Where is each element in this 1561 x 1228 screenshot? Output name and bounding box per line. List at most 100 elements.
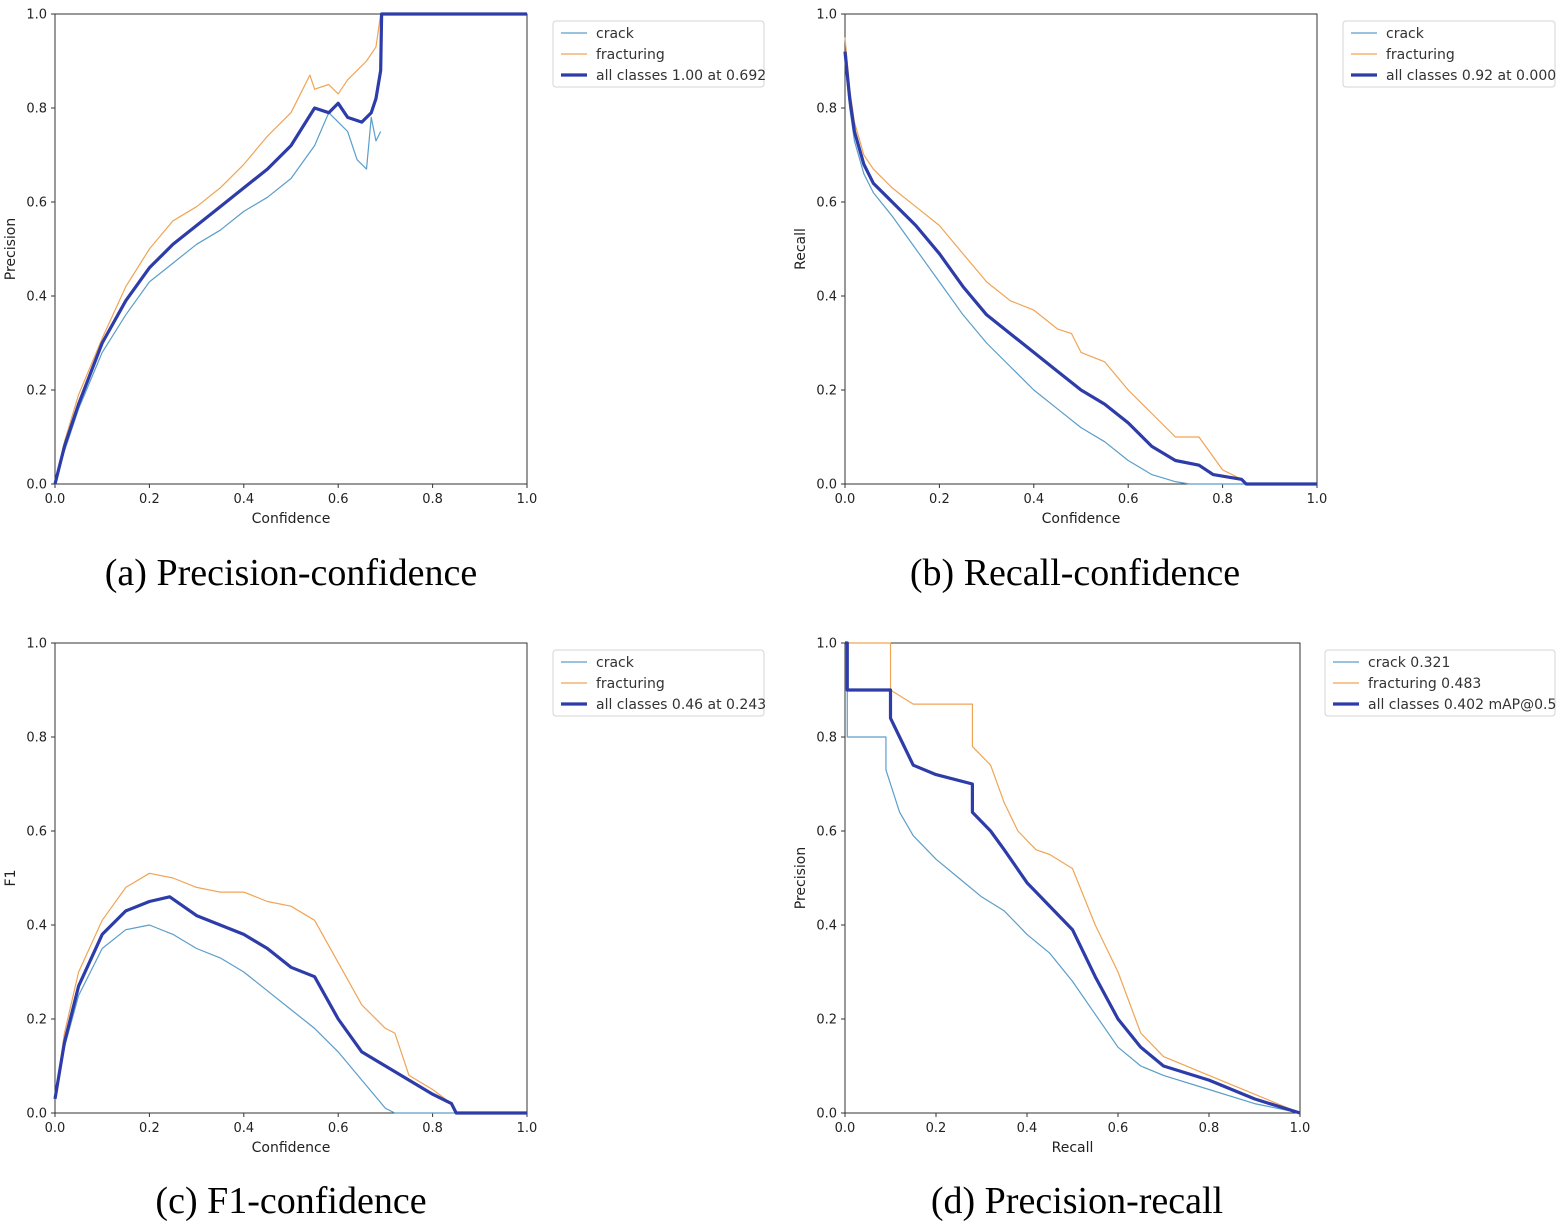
x-tick-label: 1.0 bbox=[1307, 492, 1328, 507]
panel-d-plot-frame bbox=[844, 642, 1301, 1114]
x-tick-label: 1.0 bbox=[517, 492, 538, 507]
y-tick-label: 0.4 bbox=[26, 919, 47, 934]
panel-c-legend-label-crack: crack bbox=[596, 655, 635, 671]
x-tick-label: 0.0 bbox=[45, 492, 66, 507]
x-tick-label: 0.8 bbox=[422, 492, 443, 507]
panel-b-series-crack-line bbox=[844, 60, 1317, 485]
x-tick-label: 0.6 bbox=[328, 492, 349, 507]
panel-a-series-fracturing-line bbox=[54, 13, 527, 485]
y-tick-label: 0.4 bbox=[816, 919, 837, 934]
panel-b-series-fracturing-line bbox=[844, 37, 1317, 485]
panel-d-legend: crack 0.321 fracturing 0.483 all classes 0… bbox=[1324, 649, 1556, 717]
x-tick-label: 0.0 bbox=[835, 1121, 856, 1136]
y-tick-label: 0.4 bbox=[26, 290, 47, 305]
x-tick-label: 0.8 bbox=[1199, 1121, 1220, 1136]
panel-a-series-all-classes-line bbox=[53, 12, 527, 485]
panel-c-series-crack-line bbox=[54, 924, 527, 1114]
panel-a-legend-box bbox=[552, 20, 765, 88]
y-tick-label: 0.0 bbox=[26, 1107, 47, 1122]
y-tick-label: 1.0 bbox=[26, 8, 47, 23]
x-tick-label: 0.2 bbox=[139, 492, 160, 507]
panel-c-y-axis-label: F1 bbox=[3, 870, 19, 887]
y-tick-label: 0.2 bbox=[26, 384, 47, 399]
panel-d-legend-label-all-classes: all classes 0.402 mAP@0.5 bbox=[1368, 697, 1556, 713]
panel-d-legend-label-fracturing: fracturing 0.483 bbox=[1368, 676, 1481, 692]
panel-c-y-ticks: 0.0 0.2 0.4 0.6 0.8 1.0 bbox=[26, 637, 55, 1122]
panel-b-x-axis-label: Confidence bbox=[1042, 511, 1121, 527]
panel-b-legend-label-fracturing: fracturing bbox=[1386, 47, 1455, 63]
panel-b-series-all-classes-line bbox=[843, 51, 1317, 486]
panel-c-x-axis-label: Confidence bbox=[252, 1140, 331, 1156]
panel-c-series-fracturing-line bbox=[54, 872, 527, 1114]
y-tick-label: 0.4 bbox=[816, 290, 837, 305]
panel-a-legend-label-all-classes: all classes 1.00 at 0.692 bbox=[596, 68, 766, 84]
panel-a-chart: 0.0 0.2 0.4 0.6 0.8 1.0 0.0 0.2 0.4 0.6 0.8 1.0 Conf… bbox=[3, 8, 766, 595]
panel-b-x-ticks: 0.0 0.2 0.4 0.6 0.8 1.0 bbox=[835, 484, 1328, 507]
y-tick-label: 0.6 bbox=[816, 825, 837, 840]
x-tick-label: 0.6 bbox=[328, 1121, 349, 1136]
y-tick-label: 0.6 bbox=[26, 196, 47, 211]
panel-d-series-crack-line bbox=[845, 642, 1301, 1114]
panel-d-y-ticks: 0.0 0.2 0.4 0.6 0.8 1.0 bbox=[816, 637, 845, 1122]
panel-b-chart: 0.0 0.2 0.4 0.6 0.8 1.0 0.0 0.2 0.4 0.6 0.8 1.0 Conf… bbox=[793, 8, 1556, 595]
panel-a-legend: crack fracturing all classes 1.00 at 0.692 bbox=[552, 20, 766, 88]
panel-b-legend-label-all-classes: all classes 0.92 at 0.000 bbox=[1386, 68, 1556, 84]
panel-b-plot-frame bbox=[844, 13, 1318, 485]
y-tick-label: 0.0 bbox=[26, 478, 47, 493]
panel-c-x-ticks: 0.0 0.2 0.4 0.6 0.8 1.0 bbox=[45, 1113, 538, 1136]
x-tick-label: 0.6 bbox=[1108, 1121, 1129, 1136]
panel-c-legend: crack fracturing all classes 0.46 at 0.243 bbox=[552, 649, 766, 717]
panel-b-caption: (b) Recall-confidence bbox=[910, 552, 1240, 594]
y-tick-label: 0.8 bbox=[816, 102, 837, 117]
panel-a-x-axis-label: Confidence bbox=[252, 511, 331, 527]
x-tick-label: 0.4 bbox=[233, 1121, 254, 1136]
panel-a-caption: (a) Precision-confidence bbox=[105, 552, 477, 594]
panel-b-y-axis-label: Recall bbox=[793, 228, 809, 270]
panel-c-legend-box bbox=[552, 649, 765, 717]
y-tick-label: 0.2 bbox=[816, 384, 837, 399]
panel-c-legend-label-fracturing: fracturing bbox=[596, 676, 665, 692]
panel-d-caption: (d) Precision-recall bbox=[931, 1180, 1223, 1222]
panel-a-y-ticks: 0.0 0.2 0.4 0.6 0.8 1.0 bbox=[26, 8, 55, 493]
x-tick-label: 0.6 bbox=[1118, 492, 1139, 507]
panel-a-legend-label-fracturing: fracturing bbox=[596, 47, 665, 63]
y-tick-label: 1.0 bbox=[26, 637, 47, 652]
panel-c-caption: (c) F1-confidence bbox=[155, 1180, 426, 1222]
panel-b-legend-label-crack: crack bbox=[1386, 26, 1425, 42]
panel-a-y-axis-label: Precision bbox=[3, 218, 19, 280]
y-tick-label: 1.0 bbox=[816, 8, 837, 23]
y-tick-label: 0.8 bbox=[816, 731, 837, 746]
x-tick-label: 0.4 bbox=[1017, 1121, 1038, 1136]
x-tick-label: 0.0 bbox=[835, 492, 856, 507]
panel-a-legend-label-crack: crack bbox=[596, 26, 635, 42]
panel-d-legend-label-crack: crack 0.321 bbox=[1368, 655, 1450, 671]
panel-d-chart: 0.0 0.2 0.4 0.6 0.8 1.0 0.0 0.2 0.4 0.6 0.8 1.0 Reca… bbox=[793, 637, 1556, 1223]
panel-d-series-all-classes-line bbox=[845, 641, 1301, 1115]
y-tick-label: 0.8 bbox=[26, 731, 47, 746]
x-tick-label: 0.2 bbox=[929, 492, 950, 507]
panel-a-series-crack-line bbox=[54, 112, 382, 485]
panel-b-legend-box bbox=[1342, 20, 1556, 88]
y-tick-label: 0.2 bbox=[816, 1013, 837, 1028]
x-tick-label: 0.4 bbox=[1023, 492, 1044, 507]
y-tick-label: 0.0 bbox=[816, 478, 837, 493]
panel-c-chart: 0.0 0.2 0.4 0.6 0.8 1.0 0.0 0.2 0.4 0.6 0.8 1.0 Conf… bbox=[3, 637, 766, 1223]
panel-c-plot-frame bbox=[54, 642, 528, 1114]
panel-d-y-axis-label: Precision bbox=[793, 847, 809, 909]
panel-d-x-axis-label: Recall bbox=[1052, 1140, 1094, 1156]
x-tick-label: 0.2 bbox=[139, 1121, 160, 1136]
y-tick-label: 0.8 bbox=[26, 102, 47, 117]
panel-a-x-ticks: 0.0 0.2 0.4 0.6 0.8 1.0 bbox=[45, 484, 538, 507]
panel-d-series-fracturing-line bbox=[845, 642, 1301, 1114]
y-tick-label: 0.6 bbox=[26, 825, 47, 840]
panel-b-y-ticks: 0.0 0.2 0.4 0.6 0.8 1.0 bbox=[816, 8, 845, 493]
panel-b-legend: crack fracturing all classes 0.92 at 0.000 bbox=[1342, 20, 1556, 88]
x-tick-label: 0.2 bbox=[926, 1121, 947, 1136]
x-tick-label: 1.0 bbox=[517, 1121, 538, 1136]
panel-c-series-all-classes-line bbox=[53, 895, 527, 1115]
y-tick-label: 0.6 bbox=[816, 196, 837, 211]
x-tick-label: 0.8 bbox=[1212, 492, 1233, 507]
x-tick-label: 0.4 bbox=[233, 492, 254, 507]
panel-d-legend-box bbox=[1324, 649, 1556, 717]
